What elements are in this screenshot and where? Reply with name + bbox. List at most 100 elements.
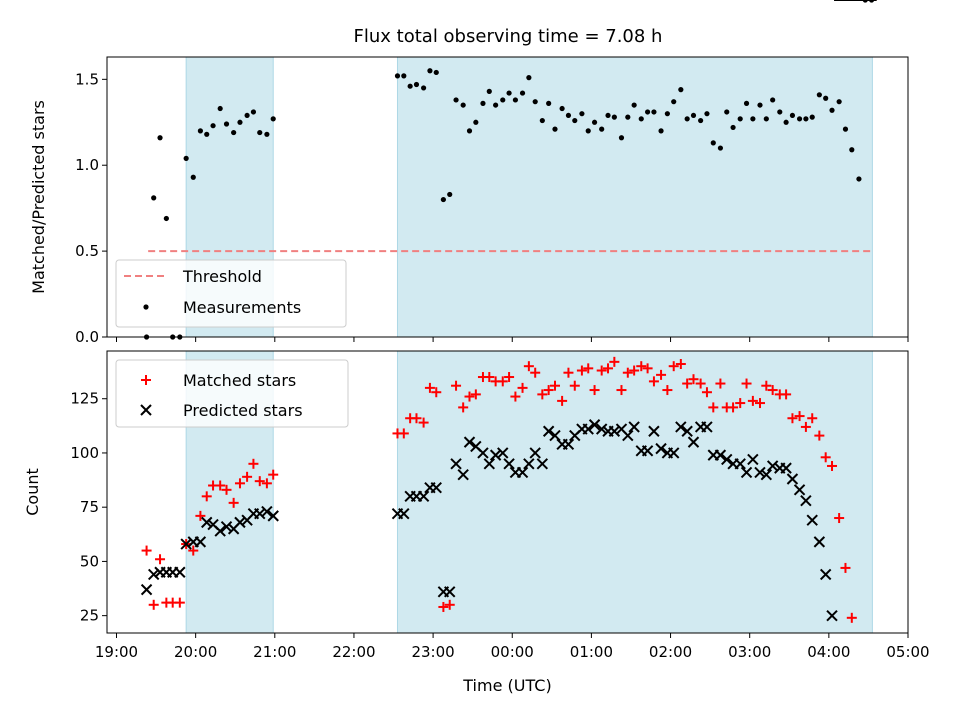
matched-star-point	[458, 402, 469, 413]
matched-star-point	[728, 402, 739, 413]
predicted-star-point	[780, 462, 792, 474]
matched-star-point	[715, 378, 726, 389]
measurement-point	[157, 135, 163, 141]
measurement-point	[743, 100, 750, 106]
measurement-point	[777, 109, 783, 115]
matched-star-point	[451, 380, 462, 391]
matched-star-point	[523, 361, 534, 372]
matched-star-point	[820, 452, 831, 463]
ratio-legend-box	[115, 259, 347, 328]
measurement-point	[453, 97, 459, 103]
matched-star-point	[557, 395, 568, 406]
measurement-point	[526, 75, 532, 81]
matched-star-point	[517, 382, 528, 393]
count-legend: Matched stars Predicted stars	[115, 359, 349, 428]
measurement-point	[401, 73, 407, 79]
predicted-star-point	[668, 447, 680, 459]
predicted-star-point	[793, 484, 806, 496]
matched-star-point	[668, 361, 679, 372]
predicted-star-point	[503, 458, 515, 470]
y-tick-label: 0.5	[75, 242, 99, 260]
matched-star-point	[596, 365, 607, 376]
measurement-point	[394, 73, 401, 79]
matched-star-point	[675, 359, 686, 370]
predicted-star-point	[140, 583, 153, 596]
measurement-point	[565, 112, 572, 119]
measurement-point	[539, 117, 545, 124]
matched-star-point	[510, 391, 521, 402]
matched-star-point	[814, 430, 825, 441]
measurement-point	[704, 111, 710, 117]
measurement-point	[197, 128, 203, 134]
predicted-star-point	[194, 536, 207, 548]
threshold-legend-label: Threshold	[182, 267, 262, 286]
matched-star-point	[662, 385, 673, 396]
matched-star-point	[148, 599, 159, 610]
predicted-star-point	[641, 445, 654, 457]
matched-star-point	[846, 612, 857, 623]
measurement-point	[546, 100, 552, 106]
predicted-star-point	[681, 425, 693, 437]
measurement-point	[651, 109, 657, 115]
measurement-point	[816, 92, 822, 98]
legend-plus-marker	[141, 375, 151, 385]
measurement-point	[664, 111, 670, 117]
matched-star-point	[781, 389, 792, 400]
measurement-point	[204, 131, 210, 137]
measurement-point	[644, 109, 651, 115]
predicted-star-point	[760, 468, 773, 481]
matched-star-point	[794, 411, 805, 422]
measurement-point	[413, 81, 420, 88]
matched-star-point	[708, 402, 719, 413]
measurement-point	[183, 155, 189, 161]
matched-star-point	[642, 363, 653, 374]
matched-star-point	[438, 601, 449, 612]
measurement-point	[789, 112, 796, 119]
predicted-star-point	[687, 436, 700, 448]
matched-star-point	[589, 385, 600, 396]
matched-star-point	[431, 387, 442, 398]
measurement-point	[698, 117, 704, 124]
measurement-point	[724, 109, 730, 115]
predicted-star-point	[254, 507, 266, 520]
matched-star-point	[234, 478, 245, 489]
matched-star-point	[569, 380, 580, 391]
predicted-star-point	[220, 521, 233, 533]
x-tick-label: 19:00	[95, 643, 138, 661]
predicted-star-point	[529, 447, 541, 459]
measurement-point	[763, 116, 769, 122]
measurement-point	[264, 131, 270, 137]
matched-star-point	[563, 367, 574, 378]
predicted-star-point	[463, 436, 476, 448]
predicted-star-point	[648, 425, 660, 437]
matched-star-point	[834, 513, 845, 524]
measurement-point	[591, 119, 598, 125]
predicted-star-point	[655, 442, 667, 455]
matched-star-point	[254, 476, 265, 487]
ratio-x-ticks	[115, 337, 909, 342]
measurement-point	[506, 90, 512, 96]
matched-star-point	[695, 378, 706, 389]
measurement-point	[257, 129, 263, 136]
matched-star-point	[636, 361, 647, 372]
matched-star-point	[682, 378, 693, 389]
measurement-point	[809, 114, 815, 120]
measurement-point	[493, 102, 499, 108]
predicted-star-point	[398, 507, 410, 520]
predicted-star-point	[516, 466, 529, 479]
predicted-star-point	[714, 449, 727, 461]
ratio-panel: 0.0 0.5 1.0 1.5 Matched/Predicted stars Thr…	[29, 0, 909, 346]
matched-star-point	[155, 554, 166, 565]
count-series	[140, 0, 877, 623]
measurement-point	[770, 97, 776, 103]
measurement-point	[231, 129, 237, 136]
matched-star-point	[242, 471, 253, 482]
ratio-y-ticks: 0.0 0.5 1.0 1.5	[75, 70, 107, 346]
measurement-point	[421, 85, 427, 91]
legend-x-marker	[140, 404, 152, 416]
y-tick-label: 125	[70, 390, 99, 408]
measurements-legend-label: Measurements	[183, 298, 301, 317]
y-tick-label: 0.0	[75, 328, 99, 346]
predicted-star-point	[201, 516, 213, 529]
measurement-point	[486, 88, 492, 94]
